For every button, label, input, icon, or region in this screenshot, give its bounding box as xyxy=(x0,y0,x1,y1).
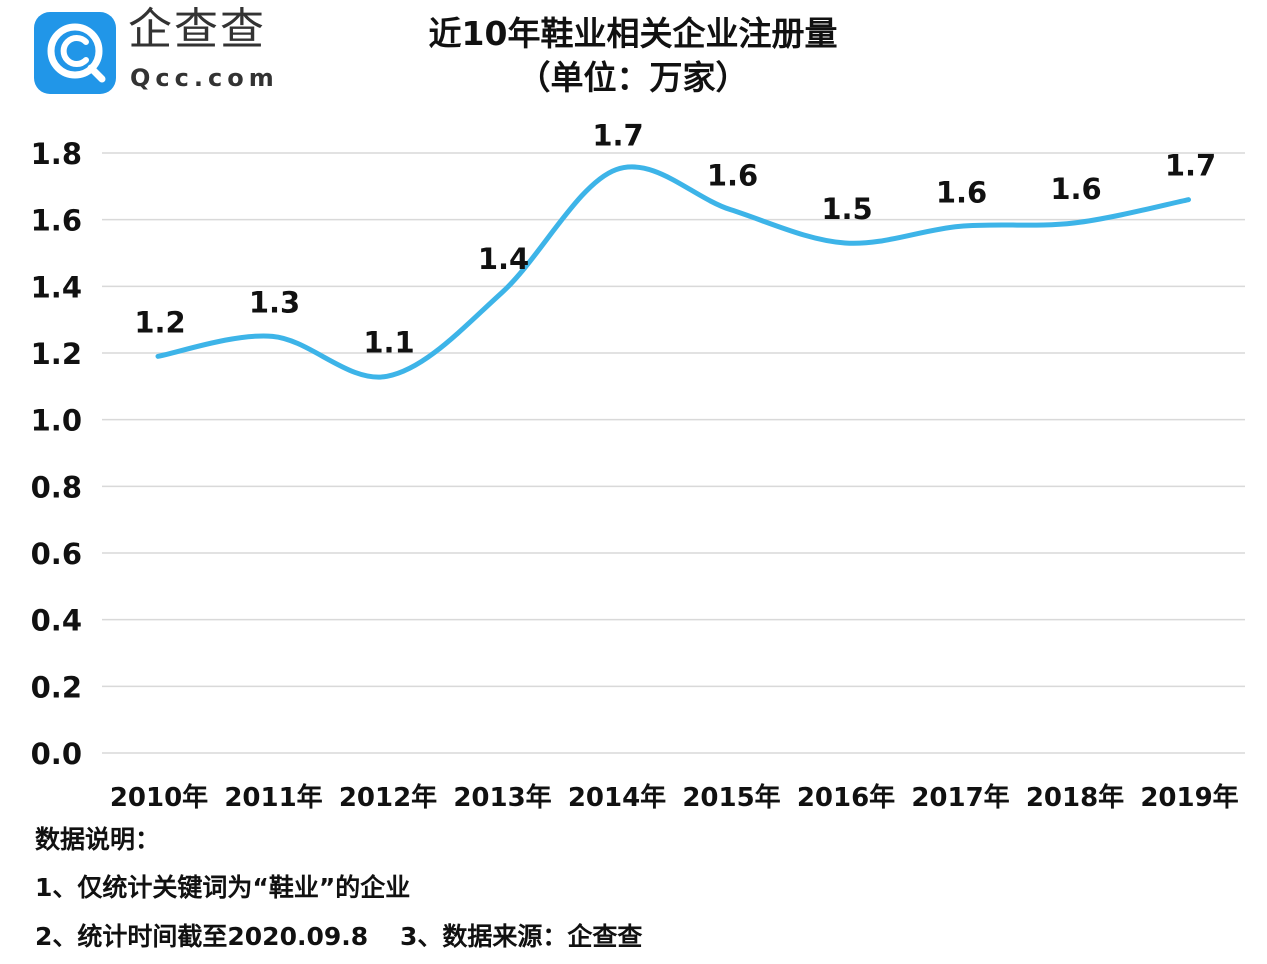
qcc-logo-icon xyxy=(34,12,116,94)
y-tick-label: 0.2 xyxy=(31,670,82,704)
brand-domain: Qcc.com xyxy=(130,64,279,92)
data-label: 1.1 xyxy=(363,325,414,359)
data-labels: 1.2 1.3 1.1 1.4 1.7 1.6 1.5 1.6 1.6 1.7 xyxy=(134,119,1216,360)
y-axis-ticks: 0.0 0.2 0.4 0.6 0.8 1.0 1.2 1.4 1.6 1.8 xyxy=(31,137,82,771)
x-tick-label: 2017年 xyxy=(911,782,1009,813)
data-label: 1.6 xyxy=(707,159,758,193)
note-item-2: 2、统计时间截至2020.09.8 xyxy=(35,922,369,951)
y-tick-label: 0.0 xyxy=(31,737,82,771)
x-tick-label: 2011年 xyxy=(224,782,322,813)
y-tick-label: 0.8 xyxy=(31,470,82,504)
x-tick-label: 2018年 xyxy=(1026,782,1124,813)
y-tick-label: 0.6 xyxy=(31,537,82,571)
y-tick-label: 1.6 xyxy=(31,204,82,238)
x-tick-label: 2014年 xyxy=(568,782,666,813)
note-item-3: 3、数据来源：企查查 xyxy=(400,922,643,951)
series-line-layer xyxy=(155,164,1191,380)
y-tick-label: 1.0 xyxy=(31,404,82,438)
data-label: 1.7 xyxy=(592,119,643,153)
x-tick-label: 2010年 xyxy=(110,782,208,813)
data-label: 1.6 xyxy=(936,175,987,209)
chart-subtitle: （单位：万家） xyxy=(517,58,749,97)
brand-name: 企查查 xyxy=(128,4,266,55)
chart-title: 近10年鞋业相关企业注册量 xyxy=(428,14,838,53)
x-tick-label: 2016年 xyxy=(797,782,895,813)
x-axis-ticks: 2010年 2011年 2012年 2013年 2014年 2015年 2016年 2017年… xyxy=(110,782,1239,813)
x-tick-label: 2015年 xyxy=(682,782,780,813)
x-tick-label: 2013年 xyxy=(453,782,551,813)
x-tick-label: 2019年 xyxy=(1140,782,1238,813)
data-label: 1.3 xyxy=(249,285,300,319)
notes-title: 数据说明： xyxy=(35,825,161,854)
note-item-1: 1、仅统计关键词为“鞋业”的企业 xyxy=(35,873,411,902)
data-label: 1.7 xyxy=(1165,149,1216,183)
data-label: 1.6 xyxy=(1050,172,1101,206)
data-label: 1.2 xyxy=(134,305,185,339)
y-tick-label: 1.2 xyxy=(31,337,82,371)
series-line xyxy=(155,164,1191,380)
data-label: 1.5 xyxy=(821,192,872,226)
y-tick-label: 1.8 xyxy=(31,137,82,171)
x-tick-label: 2012年 xyxy=(339,782,437,813)
data-label: 1.4 xyxy=(478,242,529,276)
y-tick-label: 1.4 xyxy=(31,270,82,304)
grid-lines xyxy=(102,152,1245,754)
y-tick-label: 0.4 xyxy=(31,604,82,638)
